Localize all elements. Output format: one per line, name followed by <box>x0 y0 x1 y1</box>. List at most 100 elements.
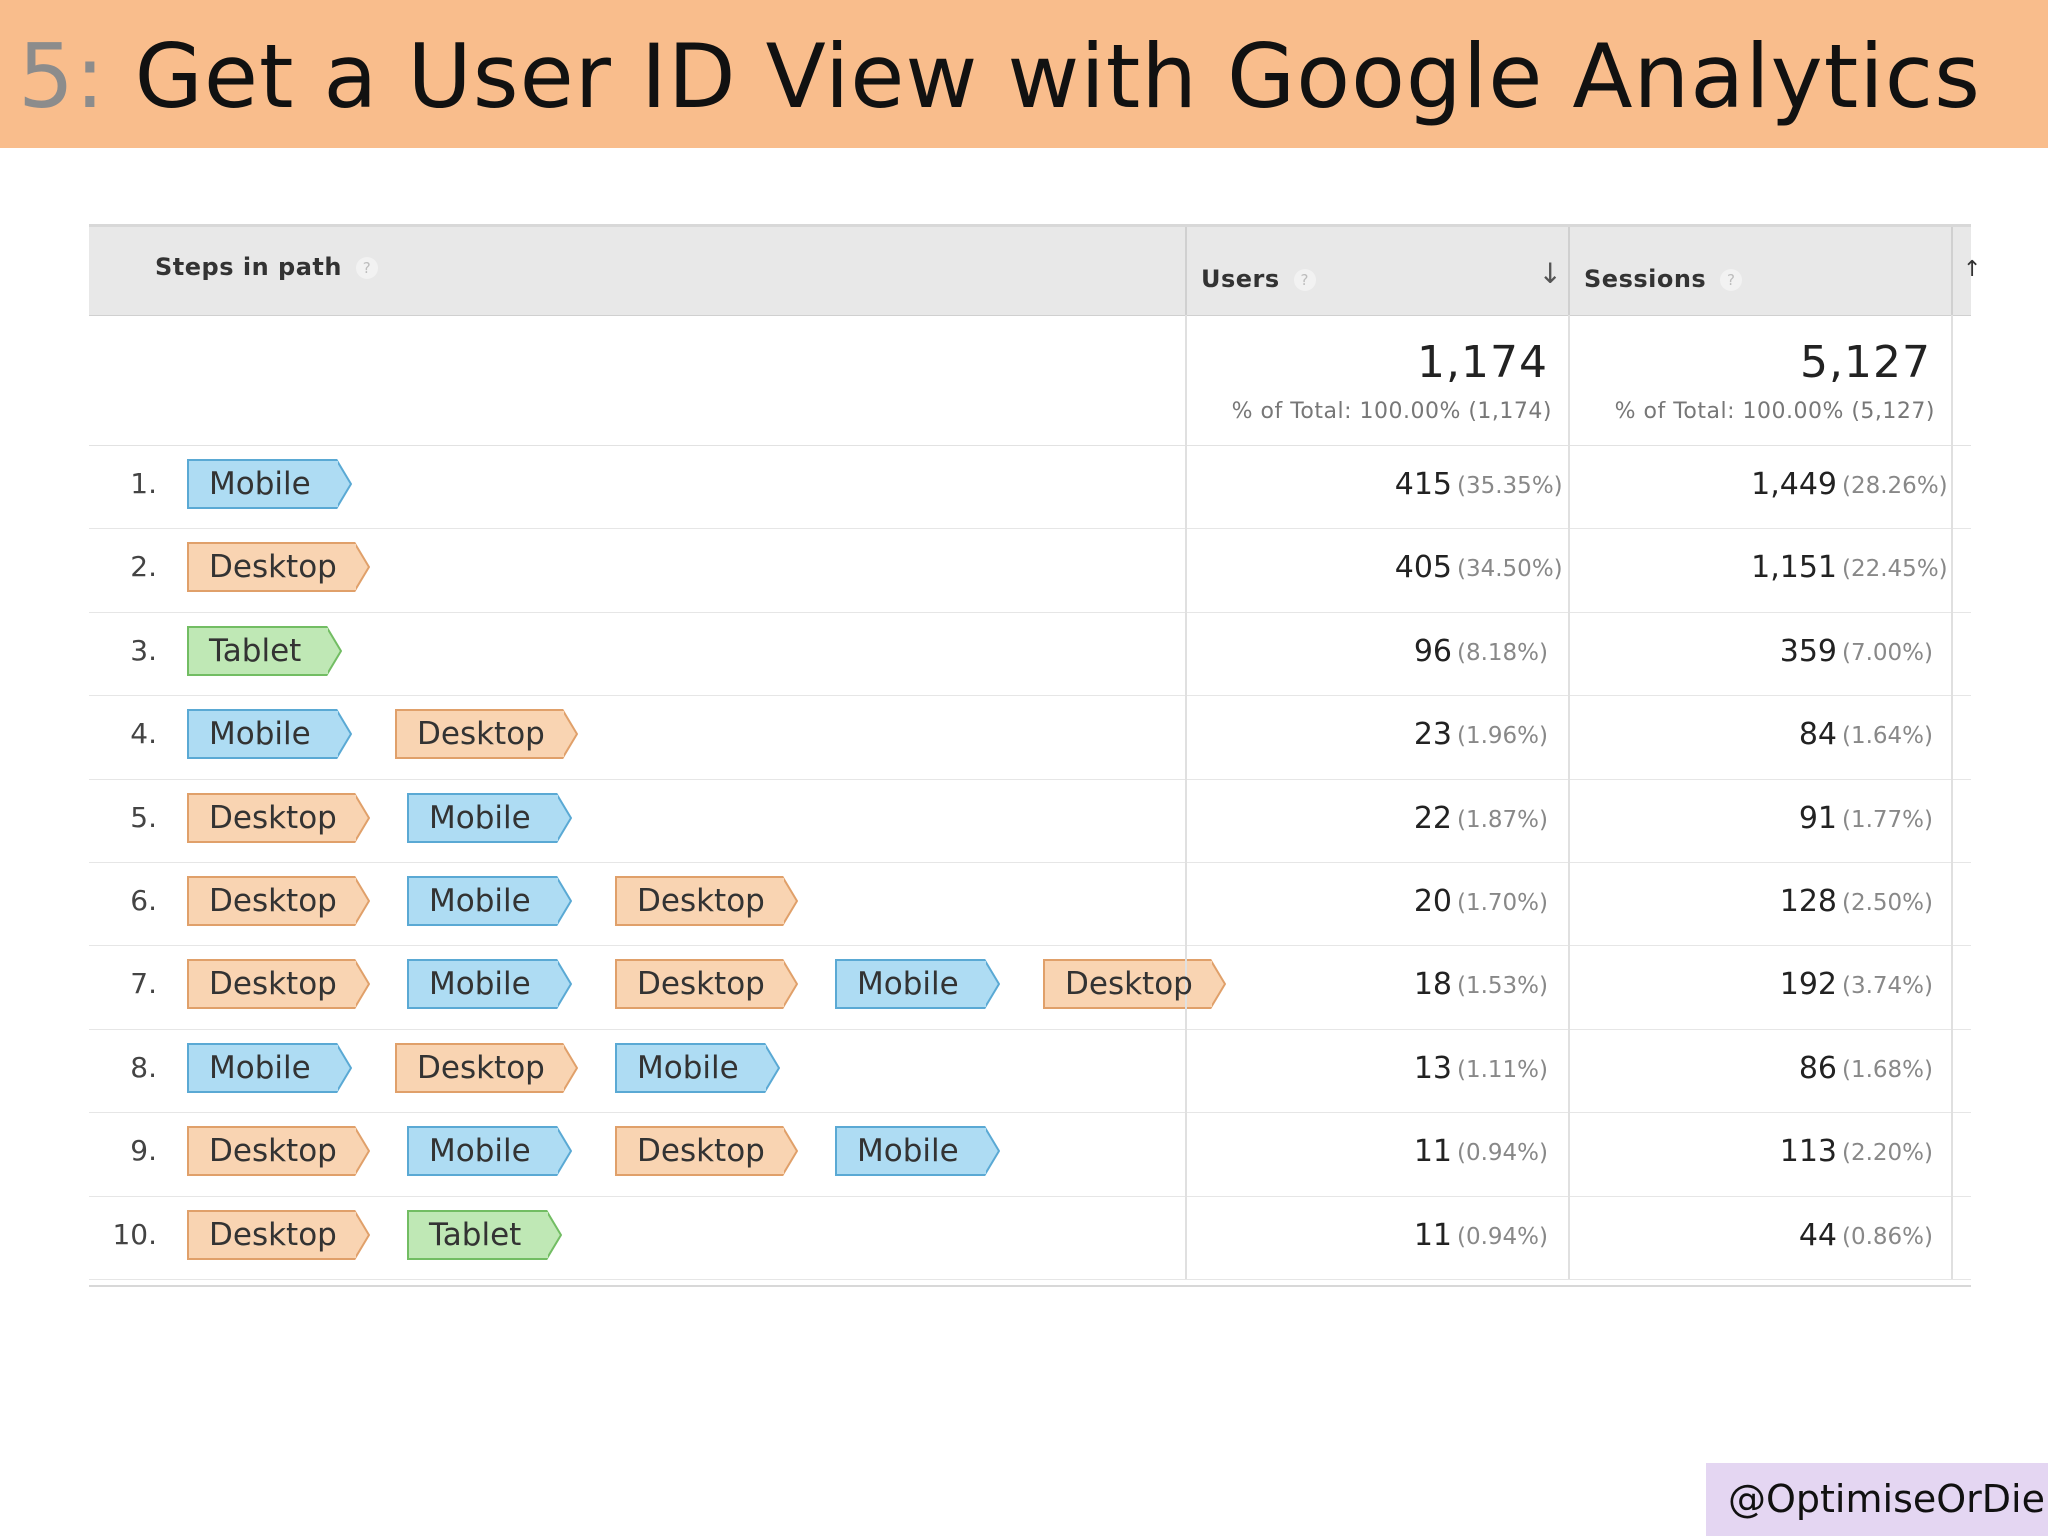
column-header-steps[interactable]: Steps in path? <box>89 227 1185 315</box>
chip-body <box>187 709 337 760</box>
chip-body <box>187 1042 337 1093</box>
sessions-cell: 84 (1.64%) <box>1568 695 1953 779</box>
totals-row: 1,174 % of Total: 100.00% (1,174) 5,127 … <box>89 315 1971 446</box>
chip-arrow-tip <box>984 1126 1000 1177</box>
sessions-percent: (3.74%) <box>1842 973 1934 1000</box>
column-header-users[interactable]: Users? ↓ <box>1185 227 1570 315</box>
chip-body <box>1043 959 1211 1010</box>
row-number: 1. <box>130 467 157 500</box>
help-icon[interactable]: ? <box>355 257 378 279</box>
row-number: 8. <box>130 1050 157 1084</box>
device-chip-desktop[interactable]: Desktop <box>615 959 799 1010</box>
chip-body <box>187 959 355 1010</box>
column-header-more[interactable]: ↑ <box>1951 227 1981 315</box>
device-chip-tablet[interactable]: Tablet <box>407 1209 563 1260</box>
chip-body <box>395 1042 563 1093</box>
device-chip-desktop[interactable]: Desktop <box>1043 959 1227 1010</box>
sessions-percent: (2.50%) <box>1842 890 1934 916</box>
chip-label: Desktop <box>637 1133 765 1170</box>
users-cell: 22 (1.87%) <box>1185 778 1570 862</box>
sort-down-icon[interactable]: ↓ <box>1538 257 1562 290</box>
sessions-cell: 44 (0.86%) <box>1568 1195 1953 1279</box>
device-chip-desktop[interactable]: Desktop <box>395 1042 579 1093</box>
table-row[interactable]: 1. Mobile 415 (35.35%) 1,449 (28.26%) <box>89 445 1971 530</box>
users-value: 405 <box>1394 550 1452 586</box>
chip-body <box>407 1126 557 1177</box>
table-row[interactable]: 2. Desktop 405 (34.50%) 1,151 (22.45%) <box>89 528 1971 613</box>
chip-body <box>835 959 985 1010</box>
device-chip-desktop[interactable]: Desktop <box>395 709 579 760</box>
table-row[interactable]: 3. Tablet 96 (8.18%) 359 (7.00%) <box>89 611 1971 697</box>
device-chip-desktop[interactable]: Desktop <box>187 959 371 1010</box>
total-sessions-value: 5,127 <box>1800 337 1931 388</box>
users-value: 18 <box>1413 967 1452 1003</box>
table-row[interactable]: 7. Desktop Mobile Desktop Mobile Desktop 18 (1.… <box>89 945 1971 1030</box>
device-chip-mobile[interactable]: Mobile <box>407 1126 573 1177</box>
chip-label: Desktop <box>209 1133 337 1170</box>
sessions-percent: (7.00%) <box>1842 639 1934 666</box>
sessions-percent: (1.68%) <box>1842 1056 1934 1083</box>
more-cell <box>1951 862 1973 946</box>
more-cell <box>1951 1195 1973 1279</box>
sessions-value: 113 <box>1779 1134 1837 1170</box>
author-badge: @OptimiseOrDie <box>1706 1463 2048 1536</box>
chip-label: Mobile <box>429 966 531 1003</box>
users-cell: 13 (1.11%) <box>1185 1028 1570 1113</box>
row-number: 10. <box>112 1217 157 1251</box>
steps-header-label: Steps in path <box>155 253 342 281</box>
chip-arrow-tip <box>546 1209 562 1260</box>
row-number: 5. <box>130 800 157 834</box>
sessions-value: 1,449 <box>1751 467 1837 502</box>
device-chip-desktop[interactable]: Desktop <box>187 1209 371 1260</box>
chip-arrow-tip <box>1210 959 1226 1010</box>
device-chip-desktop[interactable]: Desktop <box>187 792 371 843</box>
device-chip-desktop[interactable]: Desktop <box>187 542 371 593</box>
device-chip-desktop[interactable]: Desktop <box>615 876 799 926</box>
sessions-cell: 359 (7.00%) <box>1568 611 1953 696</box>
device-chip-mobile[interactable]: Mobile <box>835 1126 1001 1177</box>
more-cell <box>1951 695 1973 779</box>
device-chip-mobile[interactable]: Mobile <box>407 792 573 843</box>
help-icon[interactable]: ? <box>1720 269 1743 291</box>
column-header-sessions[interactable]: Sessions? <box>1568 227 1953 315</box>
device-chip-mobile[interactable]: Mobile <box>187 459 353 509</box>
more-cell <box>1951 1028 1973 1113</box>
sessions-percent: (1.77%) <box>1842 806 1934 833</box>
table-header: Steps in path? Users? ↓ Sessions? ↑ <box>89 227 1981 316</box>
device-chip-mobile[interactable]: Mobile <box>187 1042 353 1093</box>
users-value: 20 <box>1413 884 1452 919</box>
chip-body <box>835 1126 985 1177</box>
chip-body <box>407 1209 547 1260</box>
total-users-value: 1,174 <box>1417 337 1548 388</box>
chip-label: Mobile <box>209 716 311 753</box>
table-row[interactable]: 9. Desktop Mobile Desktop Mobile 11 (0.94%) 113… <box>89 1112 1971 1197</box>
device-chip-desktop[interactable]: Desktop <box>187 1126 371 1177</box>
help-icon[interactable]: ? <box>1293 269 1316 291</box>
steps-cell: 9. Desktop Mobile Desktop Mobile <box>89 1112 1185 1195</box>
row-number: 4. <box>130 717 157 751</box>
table-row[interactable]: 5. Desktop Mobile 22 (1.87%) 91 (1.77%) <box>89 778 1971 863</box>
table-row[interactable]: 4. Mobile Desktop 23 (1.96%) 84 (1.64%) <box>89 695 1973 780</box>
table-row[interactable]: 8. Mobile Desktop Mobile 13 (1.11%) 86 (1.68%) <box>89 1028 1973 1114</box>
sessions-percent: (0.86%) <box>1842 1223 1934 1250</box>
device-chip-mobile[interactable]: Mobile <box>615 1042 781 1093</box>
chip-body <box>187 542 355 593</box>
device-chip-tablet[interactable]: Tablet <box>187 625 343 676</box>
table-row[interactable]: 10. Desktop Tablet 11 (0.94%) 44 (0.86%) <box>89 1195 1973 1280</box>
users-cell: 23 (1.96%) <box>1185 695 1570 779</box>
device-chip-desktop[interactable]: Desktop <box>187 876 371 926</box>
users-value: 13 <box>1413 1050 1452 1086</box>
device-chip-mobile[interactable]: Mobile <box>187 709 353 760</box>
device-chip-mobile[interactable]: Mobile <box>407 876 573 926</box>
users-percent: (0.94%) <box>1457 1223 1549 1250</box>
chip-label: Desktop <box>1065 966 1193 1003</box>
device-chip-mobile[interactable]: Mobile <box>835 959 1001 1010</box>
table-row[interactable]: 6. Desktop Mobile Desktop 20 (1.70%) 128 (2.50%… <box>89 862 1973 947</box>
sessions-value: 91 <box>1798 800 1837 836</box>
device-chip-mobile[interactable]: Mobile <box>407 959 573 1010</box>
chip-body <box>187 1126 355 1177</box>
users-value: 23 <box>1413 717 1452 753</box>
device-chip-desktop[interactable]: Desktop <box>615 1126 799 1177</box>
users-value: 11 <box>1413 1217 1452 1253</box>
chip-body <box>615 1042 765 1093</box>
